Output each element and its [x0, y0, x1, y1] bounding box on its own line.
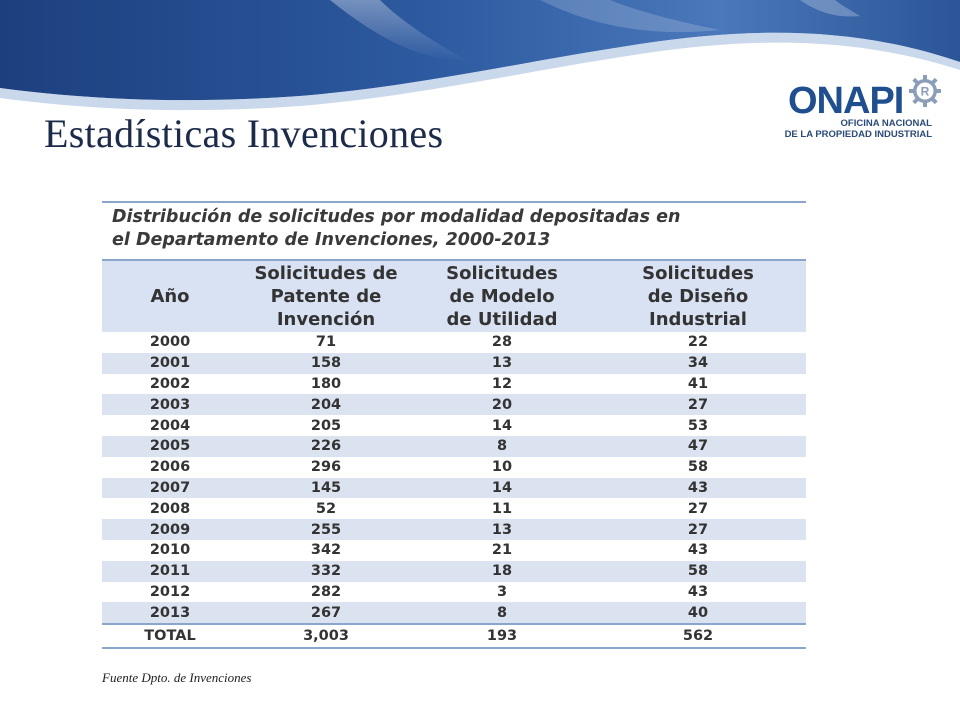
cell-industrial-design: 22 [687, 334, 709, 351]
header-utility-model: Solicitudes de Modelo de Utilidad [414, 259, 590, 332]
cell-patent: 255 [310, 521, 342, 538]
cell-utility-model: 28 [491, 334, 513, 351]
cell-utility-model: 13 [491, 355, 513, 372]
cell-year: 2005 [149, 438, 191, 455]
cell-utility-model: 8 [496, 604, 508, 621]
total-industrial-design: 562 [590, 623, 806, 650]
logo-wordmark: ONAPI [788, 80, 904, 122]
cell-patent: 52 [315, 500, 337, 517]
table-row: 2012 282 3 43 [102, 581, 806, 603]
header-industrial-design: Solicitudes de Diseño Industrial [590, 259, 806, 332]
cell-patent: 332 [310, 563, 342, 580]
cell-industrial-design: 53 [687, 417, 709, 434]
statistics-table-panel: Distribución de solicitudes por modalida… [102, 201, 806, 650]
cell-industrial-design: 41 [687, 375, 709, 392]
cell-industrial-design: 27 [687, 396, 709, 413]
cell-industrial-design: 27 [687, 521, 709, 538]
table-row: 2000 71 28 22 [102, 332, 806, 353]
cell-industrial-design: 47 [687, 438, 709, 455]
cell-year: 2000 [149, 334, 191, 351]
table-row: 2011 332 18 58 [102, 560, 806, 582]
cell-utility-model: 10 [491, 459, 513, 476]
table-row: 2013 267 8 40 [102, 602, 806, 625]
table-row: 2003 204 20 27 [102, 394, 806, 416]
cell-patent: 226 [310, 438, 342, 455]
cell-year: 2004 [149, 417, 191, 434]
cell-year: 2011 [149, 563, 191, 580]
cell-utility-model: 8 [496, 438, 508, 455]
slide-title: Estadísticas Invenciones [44, 111, 444, 156]
cell-patent: 204 [310, 396, 342, 413]
cell-utility-model: 11 [491, 500, 513, 517]
cell-utility-model: 12 [491, 375, 513, 392]
cell-industrial-design: 43 [687, 479, 709, 496]
cell-patent: 267 [310, 604, 342, 621]
total-utility-model: 193 [414, 623, 590, 650]
table-row: 2008 52 11 27 [102, 498, 806, 520]
cell-year: 2006 [149, 459, 191, 476]
table-row: 2009 255 13 27 [102, 519, 806, 540]
table-body: 2000 71 28 22 2001 158 13 34 2002 180 12 41 2003 204 2… [102, 332, 806, 625]
cell-industrial-design: 58 [687, 563, 709, 580]
cell-year: 2003 [149, 396, 191, 413]
cell-utility-model: 13 [491, 521, 513, 538]
cell-year: 2002 [149, 375, 191, 392]
table-row: 2007 145 14 43 [102, 477, 806, 499]
cell-patent: 342 [310, 542, 342, 559]
cell-patent: 296 [310, 459, 342, 476]
header-patent: Solicitudes de Patente de Invención [238, 259, 414, 332]
registered-gear-icon: R [909, 75, 941, 107]
cell-industrial-design: 27 [687, 500, 709, 517]
cell-patent: 282 [310, 583, 342, 600]
header-year: Año [102, 259, 238, 332]
total-patent: 3,003 [238, 623, 414, 650]
cell-patent: 145 [310, 479, 342, 496]
table-caption-line1: Distribución de solicitudes por modalida… [112, 207, 681, 227]
cell-industrial-design: 43 [687, 542, 709, 559]
table-caption-line2: el Departamento de Invenciones, 2000-201… [112, 230, 551, 250]
cell-year: 2012 [149, 583, 191, 600]
cell-patent: 158 [310, 355, 342, 372]
onapi-logo: ONAPI R OFICINA NACIONAL DE LA PROPIEDAD… [776, 72, 946, 142]
cell-industrial-design: 34 [687, 355, 709, 372]
table-row: 2002 180 12 41 [102, 373, 806, 395]
logo-subtitle-line1: OFICINA NACIONAL [840, 118, 932, 129]
cell-industrial-design: 40 [687, 604, 709, 621]
logo-subtitle-line2: DE LA PROPIEDAD INDUSTRIAL [784, 129, 932, 140]
table-total-row: TOTAL 3,003 193 562 [102, 623, 806, 650]
cell-utility-model: 3 [496, 583, 508, 600]
cell-utility-model: 18 [491, 563, 513, 580]
cell-year: 2007 [149, 479, 191, 496]
cell-year: 2001 [149, 355, 191, 372]
cell-year: 2013 [149, 604, 191, 621]
cell-year: 2010 [149, 542, 191, 559]
cell-utility-model: 21 [491, 542, 513, 559]
table-header-row: Año Solicitudes de Patente de Invención … [102, 259, 806, 332]
cell-patent: 180 [310, 375, 342, 392]
applications-table: Año Solicitudes de Patente de Invención … [102, 259, 806, 650]
total-label: TOTAL [102, 623, 238, 650]
cell-year: 2009 [149, 521, 191, 538]
table-row: 2004 205 14 53 [102, 415, 806, 436]
cell-patent: 205 [310, 417, 342, 434]
source-note: Fuente Dpto. de Invenciones [102, 670, 252, 685]
cell-year: 2008 [149, 500, 191, 517]
cell-utility-model: 14 [491, 417, 513, 434]
svg-text:R: R [921, 85, 930, 99]
table-row: 2005 226 8 47 [102, 435, 806, 457]
cell-industrial-design: 58 [687, 459, 709, 476]
cell-utility-model: 14 [491, 479, 513, 496]
header-wave-band [0, 0, 960, 111]
table-row: 2001 158 13 34 [102, 352, 806, 374]
table-row: 2010 342 21 43 [102, 539, 806, 561]
cell-industrial-design: 43 [687, 583, 709, 600]
table-caption: Distribución de solicitudes por modalida… [102, 201, 806, 259]
table-row: 2006 296 10 58 [102, 456, 806, 478]
cell-patent: 71 [315, 334, 337, 351]
cell-utility-model: 20 [491, 396, 513, 413]
